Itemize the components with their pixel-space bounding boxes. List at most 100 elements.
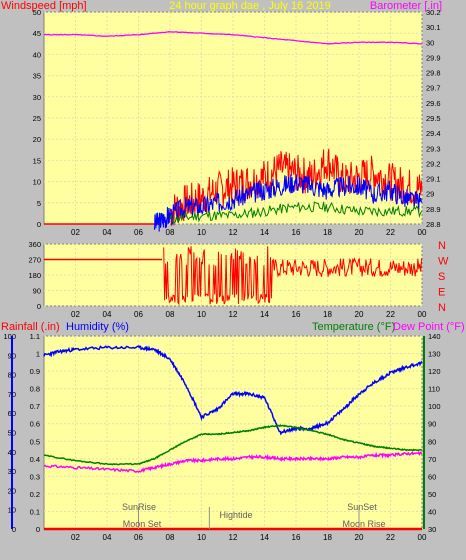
barometer-y-tick: 29	[426, 190, 434, 199]
humidity-y-tick: 0	[12, 525, 16, 534]
direction-x-tick: 08	[166, 310, 175, 319]
direction-x-tick: 12	[229, 310, 238, 319]
temperature-y-tick: 100	[428, 402, 441, 411]
compass-label: E	[438, 287, 445, 299]
dewpoint-axis-label: Dew Point (°F)	[393, 321, 465, 333]
top-x-tick: 02	[71, 228, 80, 237]
barometer-y-tick: 29.1	[426, 175, 441, 184]
windspeed-y-tick: 0	[37, 220, 41, 229]
barometer-y-tick: 29.4	[426, 129, 441, 138]
direction-x-tick: 10	[197, 310, 206, 319]
temperature-axis-label: Temperature (°F)	[312, 321, 395, 333]
bottom-x-tick: 12	[229, 533, 238, 542]
bottom-x-tick: 06	[134, 533, 143, 542]
average-windspeed-line	[169, 201, 423, 225]
windspeed-y-tick: 5	[37, 199, 41, 208]
top-x-tick: 04	[103, 228, 112, 237]
rain-y-tick: 1	[36, 350, 40, 359]
temperature-y-tick: 130	[428, 350, 441, 359]
top-x-tick: 12	[229, 228, 238, 237]
barometer-y-tick: 29.9	[426, 53, 441, 62]
humidity-axis-label: Humidity (%)	[66, 321, 129, 333]
direction-x-tick: 14	[260, 310, 269, 319]
top-chart-title: 24 hour graph dae , July 16 2019	[169, 0, 330, 12]
rain-y-tick: 0.5	[30, 437, 40, 446]
sunrise-label: SunRise	[122, 502, 156, 512]
barometer-y-tick: 30.2	[426, 8, 441, 17]
barometer-y-tick: 29.2	[426, 159, 441, 168]
bottom-x-tick: 02	[71, 533, 80, 542]
bottom-x-tick: 16	[292, 533, 301, 542]
rain-y-tick: 0.2	[30, 490, 40, 499]
top-x-tick: 16	[292, 228, 301, 237]
direction-y-tick: 270	[28, 256, 41, 265]
rain-y-tick: 0.1	[30, 507, 40, 516]
temperature-y-tick: 30	[428, 525, 436, 534]
direction-y-tick: 360	[28, 240, 41, 249]
compass-label: N	[438, 240, 446, 252]
barometer-y-tick: 28.9	[426, 205, 441, 214]
top-x-tick: 22	[386, 228, 395, 237]
windspeed-y-tick: 45	[33, 29, 41, 38]
sunset-label: SunSet	[347, 502, 377, 512]
moonset-label: Moon Set	[123, 519, 162, 529]
moonrise-label: Moon Rise	[342, 519, 385, 529]
barometer-y-tick: 28.8	[426, 220, 441, 229]
bottom-x-tick: 08	[166, 533, 175, 542]
bottom-x-tick: 22	[386, 533, 395, 542]
barometer-y-tick: 29.5	[426, 114, 441, 123]
humidity-y-tick: 100	[3, 332, 16, 341]
bottom-x-tick: 04	[103, 533, 112, 542]
direction-x-tick: 00	[418, 310, 427, 319]
top-x-tick: 14	[260, 228, 269, 237]
windspeed-y-tick: 25	[33, 114, 41, 123]
direction-x-tick: 16	[292, 310, 301, 319]
windspeed-y-tick: 50	[33, 8, 41, 17]
windspeed-y-tick: 40	[33, 50, 41, 59]
compass-label: S	[438, 271, 445, 283]
windspeed-y-tick: 15	[33, 156, 41, 165]
rain-y-tick: 0.6	[30, 420, 40, 429]
windspeed-line	[153, 174, 423, 232]
temperature-y-tick: 80	[428, 437, 436, 446]
bottom-x-tick: 10	[197, 533, 206, 542]
barometer-line	[43, 31, 423, 45]
barometer-y-tick: 30.1	[426, 23, 441, 32]
windspeed-y-tick: 10	[33, 178, 41, 187]
direction-x-tick: 22	[386, 310, 395, 319]
temperature-y-tick: 140	[428, 332, 441, 341]
rainfall-axis-label: Rainfall (.in)	[1, 321, 60, 333]
direction-x-tick: 20	[355, 310, 364, 319]
rain-y-tick: 0.3	[30, 472, 40, 481]
direction-x-tick: 18	[323, 310, 332, 319]
rain-y-tick: 0.7	[30, 402, 40, 411]
top-x-tick: 18	[323, 228, 332, 237]
temperature-line	[43, 424, 422, 466]
hightide-label: Hightide	[219, 510, 252, 520]
windspeed-y-tick: 20	[33, 135, 41, 144]
top-x-tick: 10	[197, 228, 206, 237]
direction-x-tick: 02	[71, 310, 80, 319]
wind-direction-line	[163, 246, 423, 306]
temperature-y-tick: 60	[428, 472, 436, 481]
barometer-y-tick: 29.6	[426, 99, 441, 108]
temperature-y-tick: 90	[428, 420, 436, 429]
temperature-y-tick: 120	[428, 367, 441, 376]
bottom-x-tick: 20	[355, 533, 364, 542]
dewpoint-line	[43, 450, 422, 473]
rain-y-tick: 0	[36, 525, 40, 534]
barometer-axis-label: Barometer [.in]	[370, 0, 442, 12]
bottom-x-tick: 14	[260, 533, 269, 542]
barometer-y-tick: 29.3	[426, 144, 441, 153]
windspeed-y-tick: 30	[33, 93, 41, 102]
barometer-y-tick: 29.8	[426, 69, 441, 78]
temperature-y-tick: 40	[428, 507, 436, 516]
compass-label: W	[438, 256, 449, 268]
direction-y-tick: 180	[28, 271, 41, 280]
barometer-y-tick: 30	[426, 38, 434, 47]
direction-x-tick: 06	[134, 310, 143, 319]
top-x-tick: 06	[134, 228, 143, 237]
windspeed-axis-label: Windspeed [mph]	[1, 0, 87, 12]
